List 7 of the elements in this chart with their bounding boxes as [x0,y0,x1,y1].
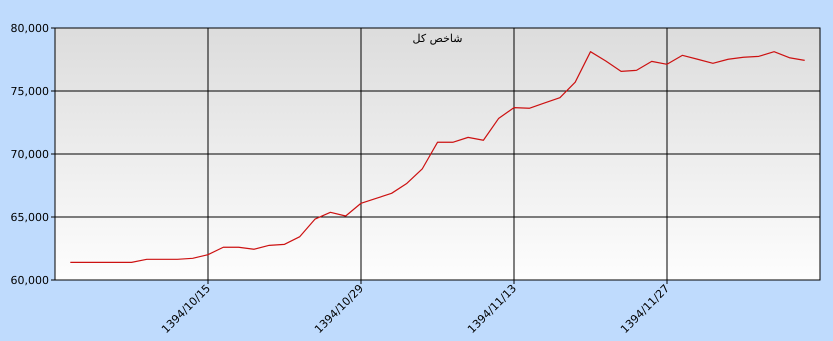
y-tick-label: 75,000 [10,85,49,98]
y-tick-label: 65,000 [10,211,49,224]
line-series [70,51,806,263]
y-tick-label: 80,000 [10,22,49,35]
chart-title: شاخص کل [412,32,462,45]
y-tick-label: 60,000 [10,274,49,287]
y-tick-label: 70,000 [10,148,49,161]
